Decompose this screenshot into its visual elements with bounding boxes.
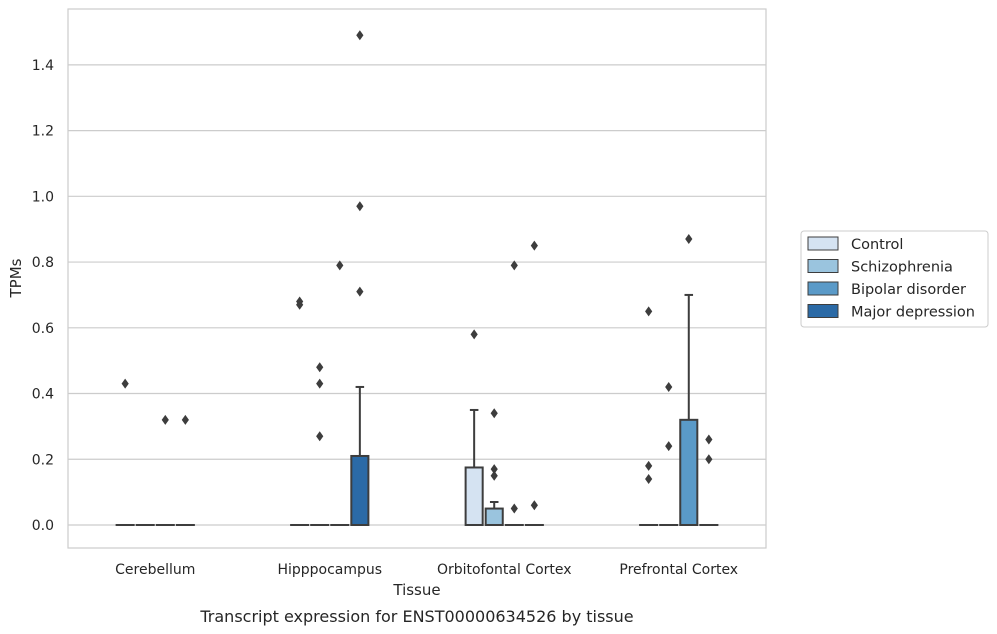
x-tick-label: Hipppocampus [277, 562, 382, 578]
outlier-point [316, 378, 324, 389]
box-3-2 [679, 234, 699, 526]
y-tick-label: 1.2 [32, 124, 54, 140]
box-1-3 [350, 30, 370, 526]
y-axis-ticks: 0.0 0.2 0.4 0.6 0.8 1.0 1.2 1.4 [32, 58, 54, 534]
box-1-2 [330, 260, 350, 527]
y-tick-label: 1.4 [32, 58, 54, 74]
outlier-point [336, 260, 344, 271]
x-tick-label: Prefrontal Cortex [619, 562, 738, 578]
plot-area-frame [67, 8, 767, 549]
y-tick-label: 0.2 [32, 452, 54, 468]
legend-swatch [807, 304, 839, 318]
box-body [464, 466, 484, 526]
chart-caption: Transcript expression for ENST0000063452… [199, 607, 633, 626]
outlier-point [356, 286, 364, 297]
box-0-3 [175, 414, 195, 527]
x-tick-label: Orbitofontal Cortex [437, 562, 572, 578]
outlier-point [316, 362, 324, 373]
y-tick-label: 1.0 [32, 189, 54, 205]
outlier-point [490, 464, 498, 475]
x-axis-ticks: Cerebellum Hipppocampus Orbitofontal Corte… [115, 562, 738, 578]
outlier-point [161, 414, 169, 425]
box-2-3 [524, 240, 544, 527]
box-body [679, 418, 699, 526]
x-tick-label: Cerebellum [115, 562, 195, 578]
outlier-point [645, 460, 653, 471]
outlier-point [665, 381, 673, 392]
box-2-0 [464, 329, 484, 526]
legend-label: Major depression [851, 305, 975, 321]
outlier-point [530, 500, 538, 511]
outlier-point [490, 470, 498, 481]
outlier-point [705, 434, 713, 445]
outlier-point [181, 414, 189, 425]
outlier-point [490, 408, 498, 419]
y-tick-label: 0.0 [32, 518, 54, 534]
outlier-point [121, 378, 129, 389]
outlier-point [530, 240, 538, 251]
box-groups [115, 30, 719, 527]
outlier-point [470, 329, 478, 340]
y-tick-label: 0.8 [32, 255, 54, 271]
outlier-point [685, 234, 693, 245]
box-0-0 [115, 378, 135, 527]
legend-swatch [807, 259, 839, 273]
y-tick-label: 0.4 [32, 387, 54, 403]
outlier-point [316, 431, 324, 442]
box-2-1 [484, 408, 504, 526]
outlier-point [356, 30, 364, 41]
box-3-3 [699, 434, 719, 527]
legend-swatch [807, 236, 839, 251]
gridlines [68, 64, 766, 526]
box-1-0 [290, 296, 310, 527]
box-3-1 [659, 381, 679, 527]
box-body [484, 507, 504, 526]
outlier-point [356, 201, 364, 212]
outlier-point [705, 454, 713, 465]
box-3-0 [639, 306, 659, 527]
outlier-point [645, 473, 653, 484]
outlier-point [665, 441, 673, 452]
legend-label: Bipolar disorder [851, 282, 966, 298]
legend-frame [800, 230, 989, 328]
outlier-point [645, 306, 653, 317]
legend-label: Schizophrenia [851, 260, 953, 276]
outlier-point [296, 299, 304, 310]
x-axis-label: Tissue [392, 581, 440, 599]
y-axis-label: TPMs [7, 258, 25, 298]
box-2-2 [504, 260, 524, 527]
box-0-2 [155, 414, 175, 527]
legend: Control Schizophrenia Bipolar disorder Majo… [800, 230, 989, 328]
legend-swatch [807, 281, 839, 296]
legend-label: Control [851, 237, 903, 253]
y-tick-label: 0.6 [32, 321, 54, 337]
box-1-1 [310, 362, 330, 527]
outlier-point [510, 503, 518, 514]
outlier-point [510, 260, 518, 271]
box-body [350, 454, 370, 526]
